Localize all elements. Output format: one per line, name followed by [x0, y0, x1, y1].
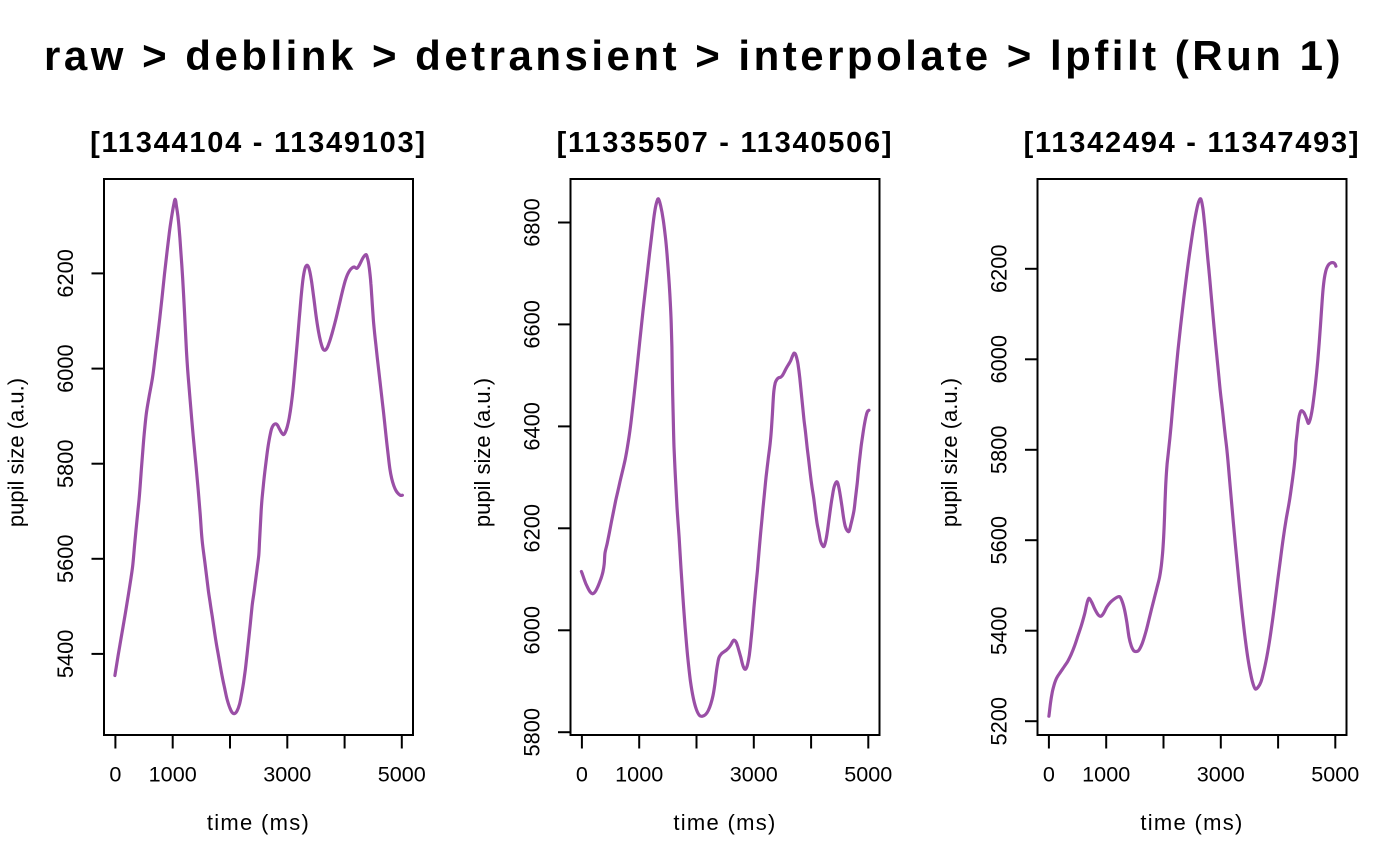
svg-text:5000: 5000: [1311, 762, 1359, 787]
svg-text:pupil size (a.u.): pupil size (a.u.): [937, 378, 962, 527]
svg-text:6200: 6200: [53, 249, 78, 298]
svg-text:6200: 6200: [987, 245, 1012, 294]
svg-text:6000: 6000: [987, 335, 1012, 384]
svg-text:time (ms): time (ms): [207, 810, 310, 835]
svg-text:5000: 5000: [378, 762, 426, 787]
svg-text:6000: 6000: [53, 344, 78, 393]
svg-text:5000: 5000: [844, 762, 892, 787]
svg-text:time (ms): time (ms): [1140, 810, 1243, 835]
svg-text:6600: 6600: [520, 300, 545, 349]
svg-text:pupil size (a.u.): pupil size (a.u.): [3, 378, 28, 527]
svg-text:3000: 3000: [730, 762, 778, 787]
svg-text:[11342494 - 11347493]: [11342494 - 11347493]: [1024, 127, 1361, 159]
svg-text:6800: 6800: [520, 198, 545, 247]
svg-text:6400: 6400: [520, 402, 545, 451]
svg-text:3000: 3000: [263, 762, 311, 787]
svg-text:1000: 1000: [149, 762, 197, 787]
svg-text:[11335507 - 11340506]: [11335507 - 11340506]: [557, 127, 894, 159]
svg-text:1000: 1000: [615, 762, 663, 787]
svg-text:5800: 5800: [53, 439, 78, 488]
svg-text:6000: 6000: [520, 606, 545, 655]
svg-text:time (ms): time (ms): [673, 810, 776, 835]
svg-text:1000: 1000: [1082, 762, 1130, 787]
svg-text:0: 0: [1043, 762, 1055, 787]
svg-text:[11344104 - 11349103]: [11344104 - 11349103]: [90, 127, 427, 159]
svg-text:5800: 5800: [987, 426, 1012, 475]
svg-text:3000: 3000: [1197, 762, 1245, 787]
svg-text:6200: 6200: [520, 504, 545, 553]
svg-text:pupil size (a.u.): pupil size (a.u.): [470, 378, 495, 527]
svg-text:5600: 5600: [53, 535, 78, 584]
svg-text:5600: 5600: [987, 516, 1012, 565]
svg-text:5800: 5800: [520, 708, 545, 757]
svg-text:5400: 5400: [987, 606, 1012, 655]
svg-text:5400: 5400: [53, 630, 78, 679]
svg-text:0: 0: [109, 762, 121, 787]
svg-text:0: 0: [576, 762, 588, 787]
svg-text:5200: 5200: [987, 697, 1012, 746]
svg-text:raw > deblink > detransient >: raw > deblink > detransient > interpolat…: [44, 32, 1344, 79]
